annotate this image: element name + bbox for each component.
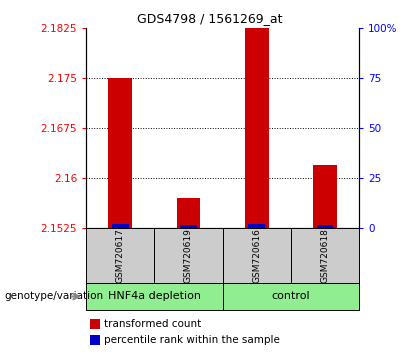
Text: transformed count: transformed count	[104, 319, 201, 329]
Text: GSM720616: GSM720616	[252, 228, 261, 283]
Bar	[86, 228, 155, 283]
Text: HNF4a depletion: HNF4a depletion	[108, 291, 201, 302]
Bar	[112, 224, 129, 228]
Bar	[291, 228, 359, 283]
Bar	[155, 228, 223, 283]
Bar	[223, 283, 359, 310]
Bar	[108, 78, 132, 228]
Bar	[245, 12, 269, 228]
Text: control: control	[272, 291, 310, 302]
Bar	[86, 283, 223, 310]
Text: percentile rank within the sample: percentile rank within the sample	[104, 335, 280, 345]
Bar	[317, 225, 333, 228]
Bar	[180, 225, 197, 228]
Bar	[223, 228, 291, 283]
Text: GSM720618: GSM720618	[320, 228, 329, 283]
Bar	[90, 319, 100, 329]
Text: GSM720617: GSM720617	[116, 228, 125, 283]
Bar	[313, 165, 337, 228]
Text: genotype/variation: genotype/variation	[4, 291, 103, 302]
Text: GSM720619: GSM720619	[184, 228, 193, 283]
Bar	[248, 224, 265, 228]
Text: GDS4798 / 1561269_at: GDS4798 / 1561269_at	[137, 12, 283, 25]
Bar	[90, 335, 100, 345]
Bar	[176, 198, 200, 228]
